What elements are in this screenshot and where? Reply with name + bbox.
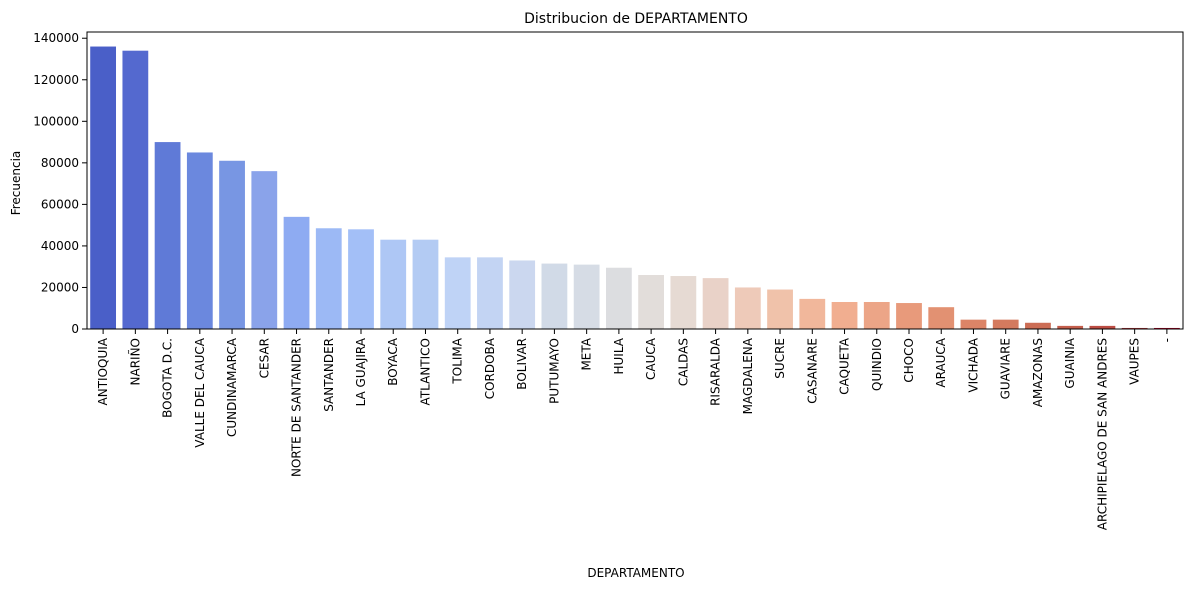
x-tick-label: MAGDALENA xyxy=(741,337,755,414)
chart-title: Distribucion de DEPARTAMENTO xyxy=(524,11,748,27)
x-tick-label: TOLIMA xyxy=(451,337,465,384)
x-tick-label: NARIÑO xyxy=(127,338,142,385)
x-tick-label: CORDOBA xyxy=(483,337,497,399)
x-tick-label: RISARALDA xyxy=(709,337,723,406)
bar-27 xyxy=(960,319,987,329)
x-tick-label: SUCRE xyxy=(773,338,787,379)
x-tick-label: ATLANTICO xyxy=(418,338,432,405)
bar-0 xyxy=(90,46,117,329)
bar-29 xyxy=(1025,322,1051,329)
y-tick-label: 20000 xyxy=(41,280,79,294)
bar-23 xyxy=(831,302,858,329)
x-tick-label: - xyxy=(1160,338,1174,342)
y-tick-label: 80000 xyxy=(41,156,79,170)
x-tick-label: NORTE DE SANTANDER xyxy=(290,338,304,477)
bar-5 xyxy=(251,171,278,329)
x-axis: ANTIOQUIA NARIÑO BOGOTA D.C. VALLE DEL CAUC… xyxy=(96,329,1174,530)
bar-8 xyxy=(348,229,374,329)
bar-10 xyxy=(412,239,439,329)
y-tick-label: 140000 xyxy=(33,31,79,45)
x-tick-label: GUAINIA xyxy=(1063,337,1077,388)
bar-32 xyxy=(1121,327,1148,329)
x-tick-label: CAQUETA xyxy=(838,337,852,395)
bar-1 xyxy=(122,50,149,329)
bar-3 xyxy=(186,152,213,329)
x-tick-label: CUNDINAMARCA xyxy=(225,337,239,437)
bar-2 xyxy=(154,142,181,329)
bar-19 xyxy=(702,278,729,329)
bar-17 xyxy=(638,275,665,329)
x-tick-label: GUAVIARE xyxy=(999,338,1013,399)
bars-group xyxy=(90,46,1180,329)
x-tick-label: BOYACA xyxy=(386,337,400,386)
x-tick-label: LA GUAJIRA xyxy=(354,337,368,406)
bar-7 xyxy=(315,228,342,329)
bar-12 xyxy=(477,257,503,329)
bar-18 xyxy=(670,276,697,329)
x-tick-label: BOLIVAR xyxy=(515,338,529,390)
x-tick-label: CASANARE xyxy=(805,338,819,404)
x-tick-label: BOGOTA D.C. xyxy=(161,338,175,418)
bar-26 xyxy=(928,307,955,329)
bar-21 xyxy=(767,289,793,329)
y-axis: 0 20000 40000 60000 80000 100000 120000 140000 xyxy=(33,31,87,336)
x-tick-label: HUILA xyxy=(612,337,626,374)
y-axis-label: Frecuencia xyxy=(9,151,23,216)
bar-13 xyxy=(509,260,536,329)
bar-25 xyxy=(896,303,922,329)
bar-31 xyxy=(1089,325,1116,329)
y-tick-label: 100000 xyxy=(33,114,79,128)
bar-22 xyxy=(799,298,826,329)
bar-15 xyxy=(573,264,600,329)
y-tick-label: 0 xyxy=(71,322,79,336)
x-tick-label: PUTUMAYO xyxy=(547,338,561,404)
x-tick-label: META xyxy=(580,337,594,370)
bar-16 xyxy=(605,267,632,329)
x-tick-label: CAUCA xyxy=(644,337,658,380)
bar-28 xyxy=(992,319,1019,329)
x-tick-label: VAUPES xyxy=(1128,338,1142,385)
plot-frame xyxy=(86,31,1184,330)
x-tick-label: VICHADA xyxy=(966,337,980,392)
bar-33 xyxy=(1153,327,1180,329)
x-tick-label: VALLE DEL CAUCA xyxy=(193,337,207,447)
bar-9 xyxy=(380,239,407,329)
x-tick-label: ARCHIPIELAGO DE SAN ANDRES xyxy=(1095,338,1109,530)
y-tick-label: 120000 xyxy=(33,73,79,87)
x-axis-label: DEPARTAMENTO xyxy=(587,566,684,580)
y-tick-label: 40000 xyxy=(41,239,79,253)
y-tick-label: 60000 xyxy=(41,197,79,211)
bar-30 xyxy=(1057,325,1084,329)
x-tick-label: QUINDIO xyxy=(870,338,884,391)
bar-24 xyxy=(863,302,890,329)
x-tick-label: SANTANDER xyxy=(322,338,336,412)
bar-6 xyxy=(283,216,310,329)
x-tick-label: CESAR xyxy=(257,338,271,378)
bar-20 xyxy=(734,287,761,329)
x-tick-label: ANTIOQUIA xyxy=(96,337,110,405)
x-tick-label: CALDAS xyxy=(676,338,690,386)
x-tick-label: AMAZONAS xyxy=(1031,338,1045,407)
bar-11 xyxy=(444,257,471,329)
x-tick-label: CHOCO xyxy=(902,338,916,383)
bar-14 xyxy=(541,263,568,329)
bar-4 xyxy=(219,160,245,329)
x-tick-label: ARAUCA xyxy=(934,337,948,387)
